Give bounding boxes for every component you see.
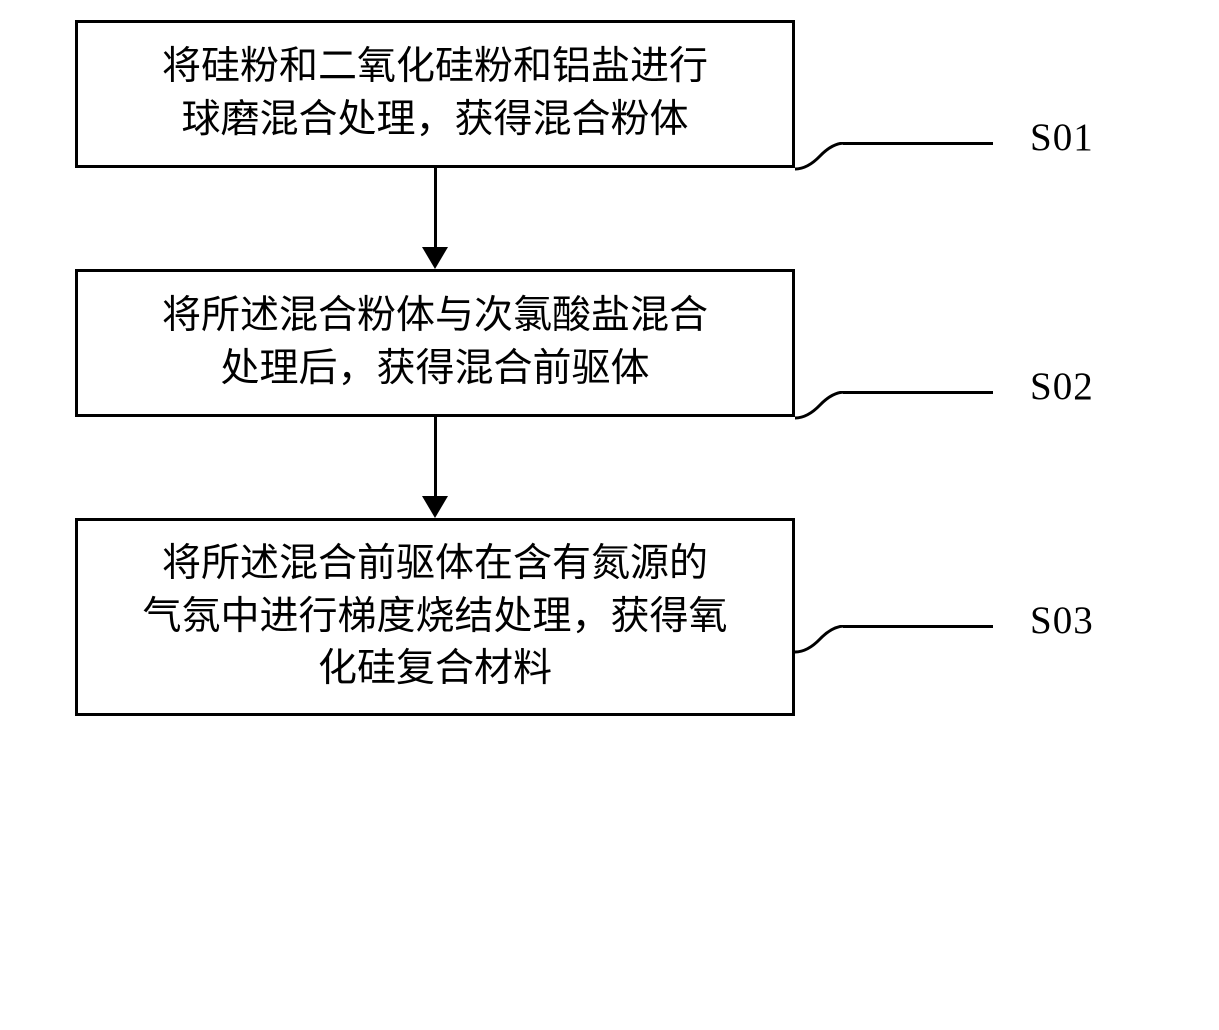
arrow-shaft [434,417,437,497]
arrow-s01-s02 [75,168,795,269]
box-line: 将所述混合前驱体在含有氮源的 [162,538,708,591]
step-row-s03: 将所述混合前驱体在含有氮源的 气氛中进行梯度烧结处理，获得氧 化硅复合材料 S0… [75,518,1135,716]
arrow-head-icon [422,247,448,269]
leader-line [843,625,993,628]
leader-curve [795,142,845,172]
step-label-s01: S01 [1030,115,1094,160]
process-box-s03: 将所述混合前驱体在含有氮源的 气氛中进行梯度烧结处理，获得氧 化硅复合材料 [75,518,795,716]
arrow-head-icon [422,496,448,518]
box-line: 化硅复合材料 [318,643,552,696]
arrow-shaft [434,168,437,248]
box-line: 将所述混合粉体与次氯酸盐混合 [162,290,708,343]
leader-curve [795,625,845,655]
box-line: 处理后，获得混合前驱体 [220,343,649,396]
box-line: 气氛中进行梯度烧结处理，获得氧 [142,591,727,644]
process-box-s02: 将所述混合粉体与次氯酸盐混合 处理后，获得混合前驱体 [75,269,795,417]
box-line: 球磨混合处理，获得混合粉体 [181,94,688,147]
leader-line [843,142,993,145]
step-label-s03: S03 [1030,598,1094,643]
arrow-s02-s03 [75,417,795,518]
step-row-s01: 将硅粉和二氧化硅粉和铝盐进行 球磨混合处理，获得混合粉体 S01 [75,20,1135,168]
box-line: 将硅粉和二氧化硅粉和铝盐进行 [162,41,708,94]
flowchart-container: 将硅粉和二氧化硅粉和铝盐进行 球磨混合处理，获得混合粉体 S01 将所述混合粉体… [75,20,1135,716]
step-label-s02: S02 [1030,364,1094,409]
leader-line [843,391,993,394]
leader-curve [795,391,845,421]
step-row-s02: 将所述混合粉体与次氯酸盐混合 处理后，获得混合前驱体 S02 [75,269,1135,417]
process-box-s01: 将硅粉和二氧化硅粉和铝盐进行 球磨混合处理，获得混合粉体 [75,20,795,168]
